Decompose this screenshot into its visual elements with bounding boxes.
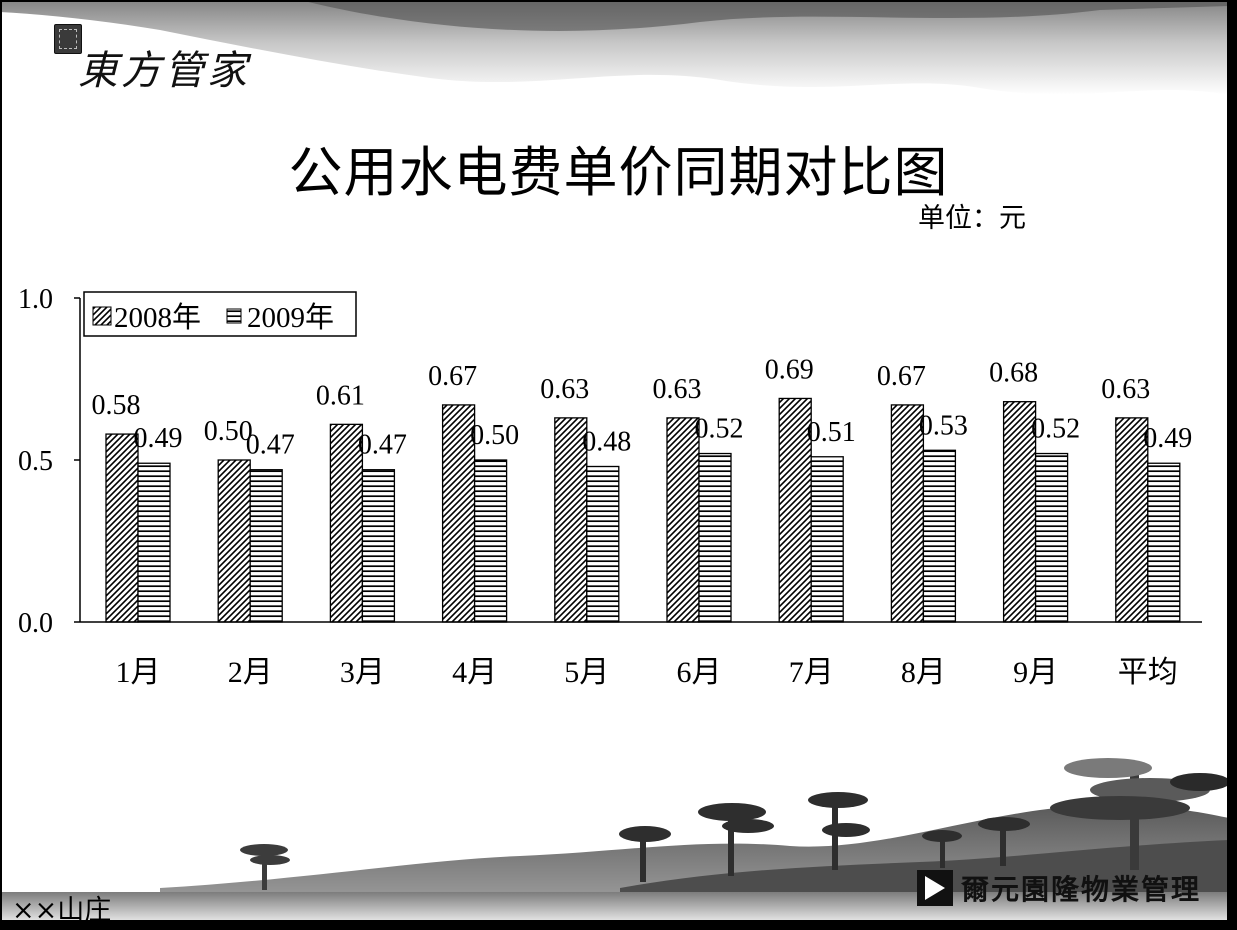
bar-2008-9 — [1002, 401, 1037, 623]
bar-2009-10 — [1147, 462, 1181, 623]
bar-2008-8 — [890, 404, 925, 623]
data-label-2008-2: 0.50 — [204, 416, 253, 447]
data-label-2008-1: 0.58 — [92, 390, 141, 421]
y-ticks: 0.0 0.5 1.0 — [18, 284, 80, 639]
bar-2008-1 — [105, 433, 139, 623]
data-label-2008-3: 0.61 — [316, 380, 365, 411]
data-labels: 0.580.49 0.500.470.610.470.670.500.630.48… — [92, 354, 1193, 460]
data-label-2008-4: 0.67 — [428, 361, 477, 392]
data-label-2008-5: 0.63 — [540, 374, 589, 405]
data-label-2008-7: 0.69 — [765, 354, 814, 385]
cloud-band — [0, 0, 1229, 95]
cloud-wisp — [300, 0, 1229, 31]
footer-location: ××山庄 — [12, 895, 112, 926]
unit-label: 单位：元 — [918, 203, 1026, 234]
x-tick-labels: 1月 2月 3月 4月 5月 6月 7月 8月 9月 平均 — [116, 656, 1178, 689]
x-tick-label-3: 3月 — [340, 656, 385, 689]
x-tick-label-2: 2月 — [228, 656, 273, 689]
chart-title: 公用水电费单价同期对比图 — [288, 141, 949, 204]
bar-2009-7 — [810, 456, 844, 623]
data-label-2009-2: 0.47 — [246, 430, 295, 461]
bar-2008-2 — [217, 459, 251, 623]
data-label-2008-6: 0.63 — [653, 374, 702, 405]
bar-2009-2 — [249, 469, 283, 623]
tree-left — [240, 844, 290, 890]
data-label-2009-4: 0.50 — [470, 420, 519, 451]
data-label-2009-10: 0.49 — [1143, 423, 1192, 454]
legend-box — [83, 291, 357, 337]
legend-swatch-2009 — [226, 308, 242, 324]
legend: 2008年 2009年 — [83, 291, 357, 337]
bar-2009-5 — [586, 465, 620, 623]
bar-2009-9 — [1034, 452, 1069, 623]
bar-2008-5 — [554, 417, 588, 623]
x-tick-label-9: 9月 — [1013, 656, 1058, 689]
x-tick-label-5: 5月 — [564, 656, 609, 689]
tree-group-center — [619, 792, 1030, 882]
y-tick-label-1: 0.5 — [18, 446, 53, 477]
legend-label-2009: 2009年 — [247, 301, 334, 334]
x-tick-label-1: 1月 — [116, 656, 161, 689]
y-tick-label-0: 0.0 — [18, 608, 53, 639]
bar-2009-6 — [698, 452, 732, 623]
water-strip — [0, 892, 1229, 922]
data-label-2009-6: 0.52 — [695, 414, 744, 445]
legend-swatch-2008 — [92, 306, 112, 326]
logo-text: 東方管家 — [78, 48, 250, 94]
bar-2008-10 — [1115, 417, 1149, 623]
bar-2008-6 — [666, 417, 700, 623]
bar-2009-8 — [922, 449, 957, 623]
data-label-2009-5: 0.48 — [582, 426, 631, 457]
data-label-2009-3: 0.47 — [358, 430, 407, 461]
x-tick-label-8: 8月 — [901, 656, 946, 689]
bar-2009-3 — [361, 469, 396, 623]
y-tick-label-2: 1.0 — [18, 284, 53, 315]
x-tick-label-6: 6月 — [677, 656, 722, 689]
brand-logo-icon — [917, 870, 953, 906]
x-tick-label-7: 7月 — [789, 656, 834, 689]
tree-large-right — [1050, 758, 1230, 870]
legend-label-2008: 2008年 — [114, 301, 201, 334]
bars-layer — [105, 397, 1181, 623]
data-label-2009-7: 0.51 — [807, 417, 856, 448]
logo-seal-icon — [54, 24, 82, 54]
brand-name: 爾元園隆物業管理 — [961, 873, 1202, 906]
data-label-2009-9: 0.52 — [1031, 414, 1080, 445]
data-label-2008-9: 0.68 — [989, 358, 1038, 389]
bar-2008-4 — [441, 404, 476, 623]
data-label-2009-1: 0.49 — [134, 423, 183, 454]
bar-2008-3 — [329, 423, 364, 623]
bar-2009-4 — [473, 459, 508, 623]
data-label-2009-8: 0.53 — [919, 410, 968, 441]
x-tick-label-4: 4月 — [452, 656, 497, 689]
data-label-2008-10: 0.63 — [1101, 374, 1150, 405]
footer-brand: 爾元園隆物業管理 — [917, 868, 1201, 908]
bar-2009-1 — [137, 462, 171, 623]
data-label-2008-8: 0.67 — [877, 361, 926, 392]
x-tick-label-10: 平均 — [1118, 656, 1178, 689]
